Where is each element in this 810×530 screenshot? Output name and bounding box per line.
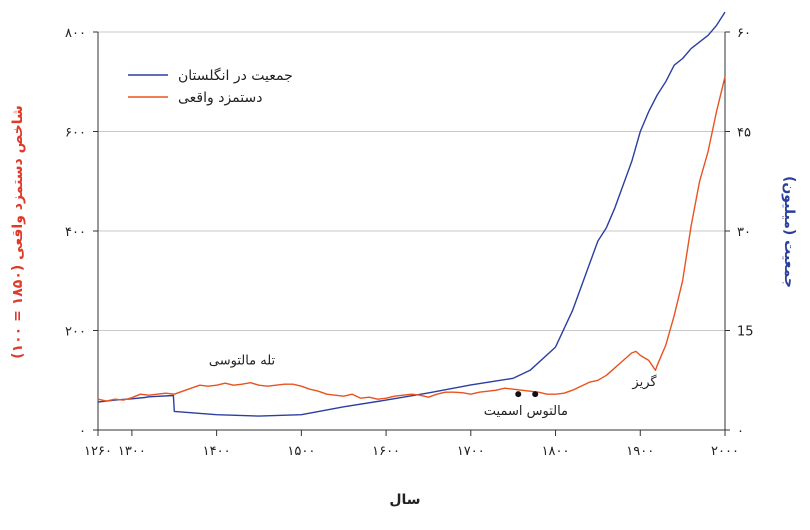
annotation-1: مالتوس اسمیت: [484, 404, 568, 419]
x-tick-label-3: ۱۵۰۰: [287, 444, 315, 459]
series-lines: [97, 11, 726, 417]
x-tick-label-8: ۲۰۰۰: [711, 444, 739, 459]
y-left-tick-label-1: ۲۰۰: [65, 325, 86, 340]
y-right-axis-ticks: ۰ 15 ۳۰ ۴۵ ۶۰: [725, 26, 754, 439]
legend-label-wage: دستمزد واقعی: [178, 90, 262, 106]
legend-label-population: جمعیت در انگلستان: [178, 67, 293, 84]
annotations: تله مالتوسی مالتوس اسمیت گریز: [209, 353, 657, 419]
marker-point-0: [515, 391, 522, 398]
x-tick-label-5: ۱۷۰۰: [457, 444, 485, 459]
y-right-tick-label-3: ۴۵: [737, 126, 751, 141]
annotation-0: تله مالتوسی: [209, 353, 276, 368]
y-left-axis-ticks: ۰ ۲۰۰ ۴۰۰ ۶۰۰ ۸۰۰: [65, 26, 98, 439]
marker-point-1: [532, 391, 539, 398]
y-left-axis-title: شاخص دستمزد واقعی (۱۸۵۰ = ۱۰۰): [10, 105, 26, 359]
x-tick-label-7: ۱۹۰۰: [626, 444, 654, 459]
y-right-axis-title: جمعیت (میلیون): [781, 176, 797, 288]
x-tick-label-1: ۱۳۰۰: [118, 444, 146, 459]
markers: [515, 391, 539, 398]
y-right-tick-label-1: 15: [737, 325, 754, 340]
legend: جمعیت در انگلستان دستمزد واقعی: [128, 67, 293, 106]
x-tick-label-0: ۱۲۶۰: [84, 444, 112, 459]
y-left-tick-label-3: ۶۰۰: [65, 126, 86, 141]
x-tick-label-2: ۱۴۰۰: [203, 444, 231, 459]
y-left-tick-label-2: ۴۰۰: [65, 225, 86, 240]
y-left-tick-label-4: ۸۰۰: [65, 26, 86, 41]
series-line-wage: [97, 76, 726, 402]
series-line-population: [97, 11, 726, 417]
y-right-tick-label-4: ۶۰: [737, 26, 751, 41]
x-axis-ticks: ۱۲۶۰ ۱۳۰۰ ۱۴۰۰ ۱۵۰۰ ۱۶۰۰ ۱۷۰۰ ۱۸۰۰ ۱۹۰۰ ۲۰۰۰: [84, 430, 739, 459]
x-axis-title: سال: [389, 492, 420, 508]
annotation-2: گریز: [631, 374, 657, 390]
grid-lines: [98, 31, 725, 331]
y-right-tick-label-0: ۰: [737, 424, 744, 439]
y-left-tick-label-0: ۰: [79, 424, 86, 439]
y-right-tick-label-2: ۳۰: [737, 225, 751, 240]
x-tick-label-6: ۱۸۰۰: [542, 444, 570, 459]
x-tick-label-4: ۱۶۰۰: [372, 444, 400, 459]
